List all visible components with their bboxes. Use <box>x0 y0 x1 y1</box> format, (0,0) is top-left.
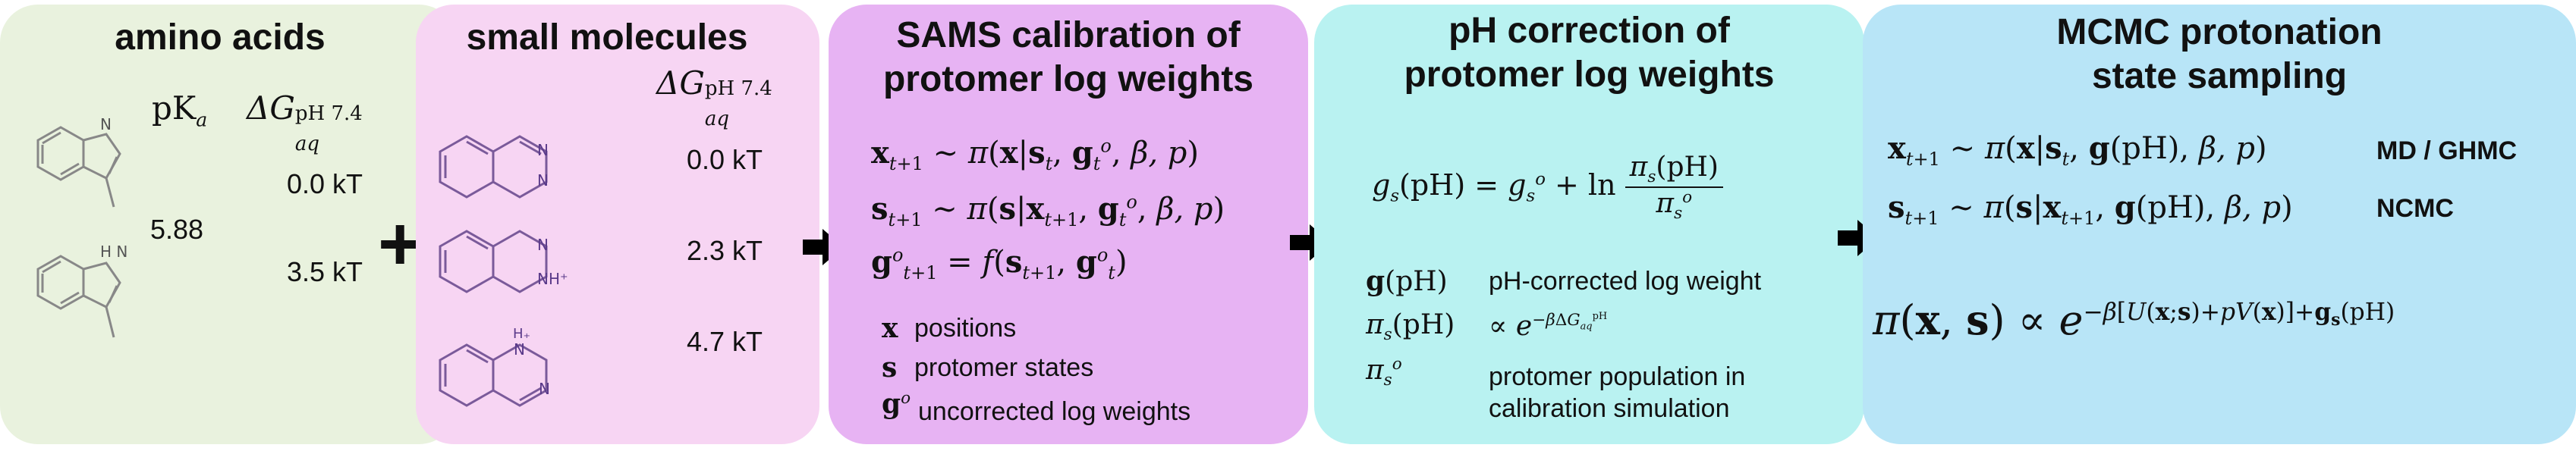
sams-legend-text-g: uncorrected log weights <box>918 397 1191 426</box>
indole-nh-label: H N <box>100 243 127 261</box>
svg-text:N: N <box>537 171 549 189</box>
ph-title-line-1: pH correction of <box>1448 11 1730 51</box>
mcmc-panel <box>1863 5 2576 444</box>
svg-text:N: N <box>539 380 550 398</box>
mcmc-equation-1: xt+1 ∼ π(x|st, g(pH), β, p) <box>1888 130 2267 170</box>
dg-superscript: pH 7.4 <box>294 102 363 125</box>
quinazoline-molecule-3: H₊ N N <box>439 326 550 407</box>
sams-panel <box>829 5 1308 444</box>
sams-equation-1: xt+1 ∼ π(x|st, gto, β, p) <box>871 135 1200 174</box>
mcmc-equation-2-label: NCMC <box>2376 194 2454 223</box>
arrow-right-icon <box>803 229 844 265</box>
arrow-right-icon <box>1838 220 1879 256</box>
ph-correction-title: pH correction of protomer log weights <box>1322 9 1857 97</box>
amino-dg-value-1: 0.0 kT <box>287 168 363 199</box>
small-molecules-title: small molecules <box>466 17 748 58</box>
sams-legend-symbol-s: s <box>882 352 898 384</box>
sams-title-line-1: SAMS calibration of <box>896 15 1241 55</box>
dg-subscript: aq <box>704 108 730 130</box>
mcmc-equation-2: st+1 ∼ π(s|xt+1, g(pH), β, p) <box>1888 189 2293 229</box>
arrow-right-icon <box>1290 224 1331 261</box>
sams-legend-text-s: protomer states <box>914 353 1094 382</box>
pka-column-header: pKa <box>152 89 207 130</box>
dg-column-header-amino: ΔG pH 7.4 aq <box>247 89 363 155</box>
sams-legend-symbol-x: x <box>882 312 898 344</box>
dg-label: ΔG <box>656 64 705 102</box>
svg-text:N: N <box>514 340 525 359</box>
dg-column-header-small: ΔG pH 7.4 aq <box>656 64 772 130</box>
sams-equation-3: got+1 = f(st+1, got) <box>871 244 1128 283</box>
quinazoline-molecule-1: N N <box>439 135 549 199</box>
dg-superscript: pH 7.4 <box>704 77 772 100</box>
plus-sign: + <box>378 202 423 287</box>
ph-legend-symbol-g: g(pH) <box>1366 265 1448 297</box>
ph-title-line-2: protomer log weights <box>1404 55 1775 95</box>
sams-equation-2: st+1 ∼ π(s|xt+1, gto, β, p) <box>871 191 1225 230</box>
indole-n-label: N <box>100 117 112 133</box>
pka-subscript: a <box>196 108 208 131</box>
sams-title: SAMS calibration of protomer log weights <box>836 14 1301 102</box>
amino-dg-value-2: 3.5 kT <box>287 256 363 287</box>
mcmc-title-line-2: state sampling <box>2091 56 2348 96</box>
nh-plus-label: NH⁺ <box>537 270 568 288</box>
sams-title-line-2: protomer log weights <box>882 59 1253 99</box>
ph-legend-text-pio-line2: calibration simulation <box>1489 394 1730 423</box>
pka-label: pK <box>152 89 197 127</box>
ph-legend-symbol-pi: πs(pH) <box>1366 309 1455 345</box>
g-symbol: g <box>882 388 901 420</box>
sams-legend-text-x: positions <box>914 314 1017 343</box>
amino-acids-panel <box>0 5 457 444</box>
ph-correction-panel <box>1314 5 1864 444</box>
indole-molecule-deprotonated: N <box>36 117 121 208</box>
h-plus-label: H₊ <box>513 326 530 342</box>
small-dg-value-3: 4.7 kT <box>687 326 763 357</box>
small-molecules-panel <box>416 5 819 444</box>
amino-acids-title: amino acids <box>115 17 326 58</box>
quinazoline-molecule-2: N NH⁺ <box>439 230 568 293</box>
ph-correction-equation: gs(pH) = gso + ln πs(pH) πso <box>1372 152 1723 223</box>
ph-legend-text-g: pH-corrected log weight <box>1489 267 1762 296</box>
sams-legend-symbol-g: go <box>882 388 911 420</box>
indole-molecule-protonated: H N <box>36 243 127 338</box>
small-dg-value-2: 2.3 kT <box>687 235 763 266</box>
ph-legend-text-pio-line1: protomer population in <box>1489 362 1746 391</box>
small-dg-value-1: 0.0 kT <box>687 144 763 175</box>
svg-text:N: N <box>537 141 549 159</box>
mcmc-title: MCMC protonation state sampling <box>1870 11 2568 99</box>
mcmc-equation-3: π(x, s) ∝ e−β[U(x;s)+pV(x)]+gs(pH) <box>1873 296 2395 344</box>
dg-label: ΔG <box>247 89 295 127</box>
mcmc-title-line-1: MCMC protonation <box>2056 12 2383 52</box>
dg-subscript: aq <box>294 133 320 155</box>
svg-text:N: N <box>537 236 549 254</box>
ph-legend-text-pi: ∝ e−βΔGaqpH <box>1489 311 1608 343</box>
mcmc-equation-1-label: MD / GHMC <box>2376 136 2518 165</box>
ph-legend-symbol-pio: πso <box>1366 355 1402 390</box>
pka-value: 5.88 <box>150 214 204 245</box>
